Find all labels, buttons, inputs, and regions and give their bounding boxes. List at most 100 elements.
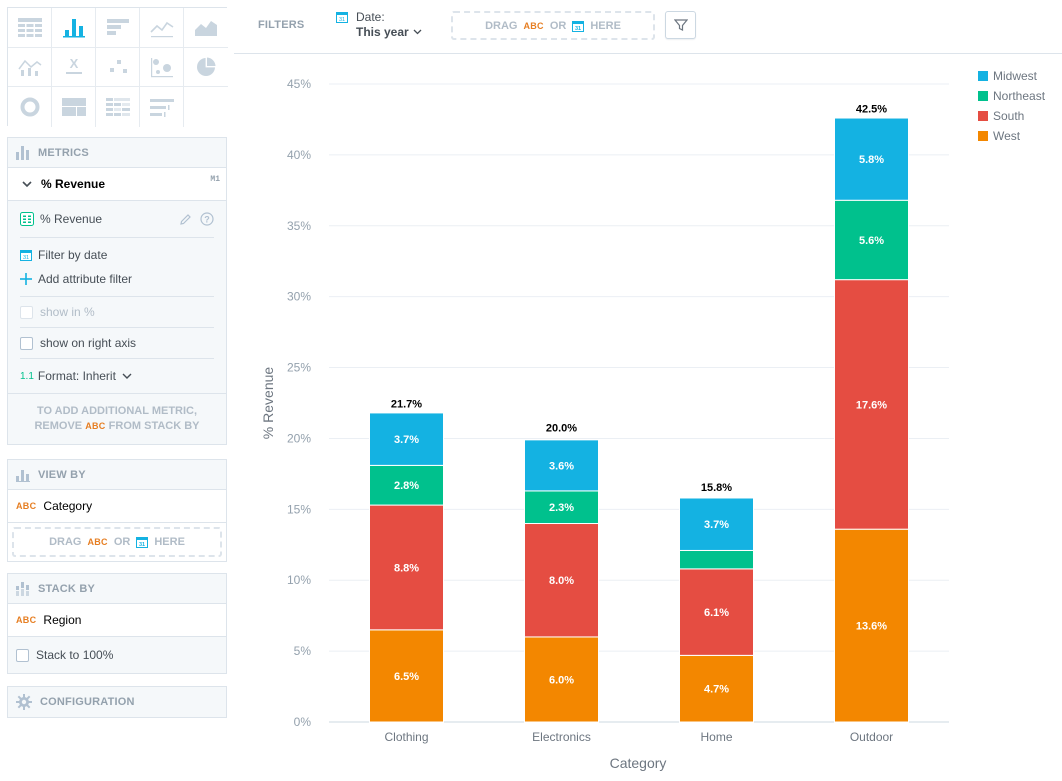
bar-chart-icon[interactable]: [96, 8, 140, 48]
bar-segment-northeast: [524, 490, 599, 525]
legend-swatch: [978, 131, 988, 141]
y-tick-label: 25%: [287, 361, 311, 375]
y-tick-label: 0%: [294, 715, 312, 729]
date-filter-value-row: This year: [356, 24, 422, 40]
y-tick-label: 5%: [294, 644, 312, 658]
data-label: 6.0%: [549, 674, 574, 686]
combo-chart-icon[interactable]: [8, 47, 52, 88]
x-tick-label: Clothing: [384, 730, 428, 744]
treemap-icon[interactable]: [52, 87, 96, 127]
view-by-drop-zone[interactable]: Drag ABC or 31 here: [12, 527, 222, 557]
scatter-plot-icon[interactable]: [96, 47, 140, 88]
legend-label: South: [993, 109, 1025, 123]
legend-item-south[interactable]: South: [978, 106, 1045, 126]
metrics-title: Metrics: [38, 146, 89, 159]
drop-drag-text: Drag: [485, 19, 518, 32]
stack-to-100-checkbox[interactable]: [16, 648, 29, 662]
legend-item-west[interactable]: West: [978, 126, 1045, 146]
filter-drop-zone[interactable]: Drag ABC or 31 here: [451, 11, 655, 40]
metric-tag: M1: [210, 175, 220, 184]
data-label: 17.6%: [856, 399, 887, 411]
show-in-percent-label: show in %: [40, 305, 95, 319]
view-by-attribute-item[interactable]: ABC Category: [8, 490, 226, 523]
filter-bar: Filters 31 Date: This year Drag ABC or 3…: [234, 0, 1062, 54]
add-attribute-filter-label: Add attribute filter: [38, 272, 133, 286]
legend-item-northeast[interactable]: Northeast: [978, 86, 1045, 106]
add-attribute-filter-link[interactable]: Add attribute filter: [20, 267, 214, 291]
bubble-chart-icon[interactable]: [140, 47, 184, 88]
show-on-right-axis-option[interactable]: show on right axis: [20, 328, 214, 358]
bar-segment-south: [834, 279, 909, 530]
total-label: 21.7%: [391, 398, 422, 410]
stacked-column-chart: 0% 5% 10% 15% 20% 25% 30% 35% 40% 45% % Revenue 6.5…: [260, 77, 949, 771]
bar-segment-west: [834, 528, 909, 723]
line-chart-icon[interactable]: [140, 8, 184, 48]
total-label: 15.8%: [701, 482, 732, 494]
divider: [20, 327, 214, 328]
configuration-section[interactable]: Configuration: [7, 686, 227, 718]
stack-by-header: Stack by: [8, 574, 226, 604]
format-dropdown[interactable]: 1.1 Format: Inherit: [20, 359, 214, 393]
help-icon[interactable]: ?: [200, 212, 214, 226]
total-label: 20.0%: [546, 422, 577, 434]
y-tick-label: 35%: [287, 219, 311, 233]
stack-by-attribute-item[interactable]: ABC Region: [8, 604, 226, 637]
metric-name: % Revenue: [41, 177, 106, 191]
y-tick-label: 30%: [287, 290, 311, 304]
additional-metric-note: To add additional metric, remove ABC fro…: [8, 393, 226, 444]
drop-or-text: or: [549, 19, 567, 32]
metric-config: % Revenue ? 31 Filter by date Add attrib…: [8, 201, 226, 393]
data-label: 4.7%: [704, 684, 729, 696]
abc-icon: ABC: [523, 20, 544, 31]
metric-item-header[interactable]: % Revenue M1: [8, 168, 226, 201]
configuration-header[interactable]: Configuration: [8, 687, 226, 717]
bar-segment-midwest: [369, 412, 444, 466]
data-label: 2.8%: [394, 480, 419, 492]
divider: [20, 358, 214, 359]
donut-chart-icon[interactable]: [8, 87, 52, 127]
area-chart-icon[interactable]: [184, 8, 228, 48]
stack-by-section: Stack by ABC Region Stack to 100%: [7, 573, 227, 674]
show-on-right-axis-checkbox[interactable]: [20, 336, 33, 350]
filter-by-date-link[interactable]: 31 Filter by date: [20, 243, 214, 267]
y-tick-label: 10%: [287, 573, 311, 587]
pie-chart-icon[interactable]: [184, 47, 228, 88]
legend: Midwest Northeast South West: [978, 66, 1045, 146]
divider: [20, 296, 214, 297]
date-filter-button[interactable]: 31 Date: This year: [336, 10, 422, 44]
view-by-attribute-label: Category: [43, 499, 93, 513]
x-tick-label: Outdoor: [850, 730, 893, 744]
abc-icon: ABC: [16, 501, 37, 511]
plus-icon: [20, 273, 32, 285]
heatmap-icon[interactable]: [96, 87, 140, 127]
legend-swatch: [978, 111, 988, 121]
table-icon[interactable]: [8, 8, 52, 48]
note-post: from stack by: [108, 420, 200, 432]
measure-value-filter-button[interactable]: [665, 11, 696, 39]
bullet-chart-icon[interactable]: [140, 87, 184, 127]
data-label: 6.1%: [704, 607, 729, 619]
stack-to-100-option[interactable]: Stack to 100%: [8, 637, 226, 673]
drop-or-text: or: [113, 536, 131, 548]
legend-label: Midwest: [993, 69, 1038, 83]
view-by-title: View by: [38, 468, 86, 481]
legend-item-midwest[interactable]: Midwest: [978, 66, 1045, 86]
metrics-icon: [16, 145, 29, 160]
y-tick-label: 45%: [287, 77, 311, 91]
svg-text:X: X: [69, 56, 78, 71]
pencil-icon[interactable]: [179, 213, 192, 226]
data-label: 2.3%: [549, 502, 574, 514]
metrics-section: Metrics % Revenue M1 % Revenue ? 31 Filt…: [7, 137, 227, 445]
measure-icon: [20, 212, 34, 226]
headline-icon[interactable]: X: [52, 47, 96, 88]
legend-label: Northeast: [993, 89, 1046, 103]
bar-segment-south: [369, 504, 444, 631]
chart-area: 0% 5% 10% 15% 20% 25% 30% 35% 40% 45% % Revenue 6.5…: [234, 55, 1062, 781]
view-by-header: View by: [8, 460, 226, 490]
date-filter-value: This year: [356, 25, 409, 39]
svg-text:31: 31: [139, 542, 145, 548]
column-chart-icon[interactable]: [52, 8, 96, 48]
chevron-down-icon[interactable]: [22, 180, 32, 188]
stack-by-title: Stack by: [38, 582, 96, 595]
bar-segment-northeast: [679, 549, 754, 570]
